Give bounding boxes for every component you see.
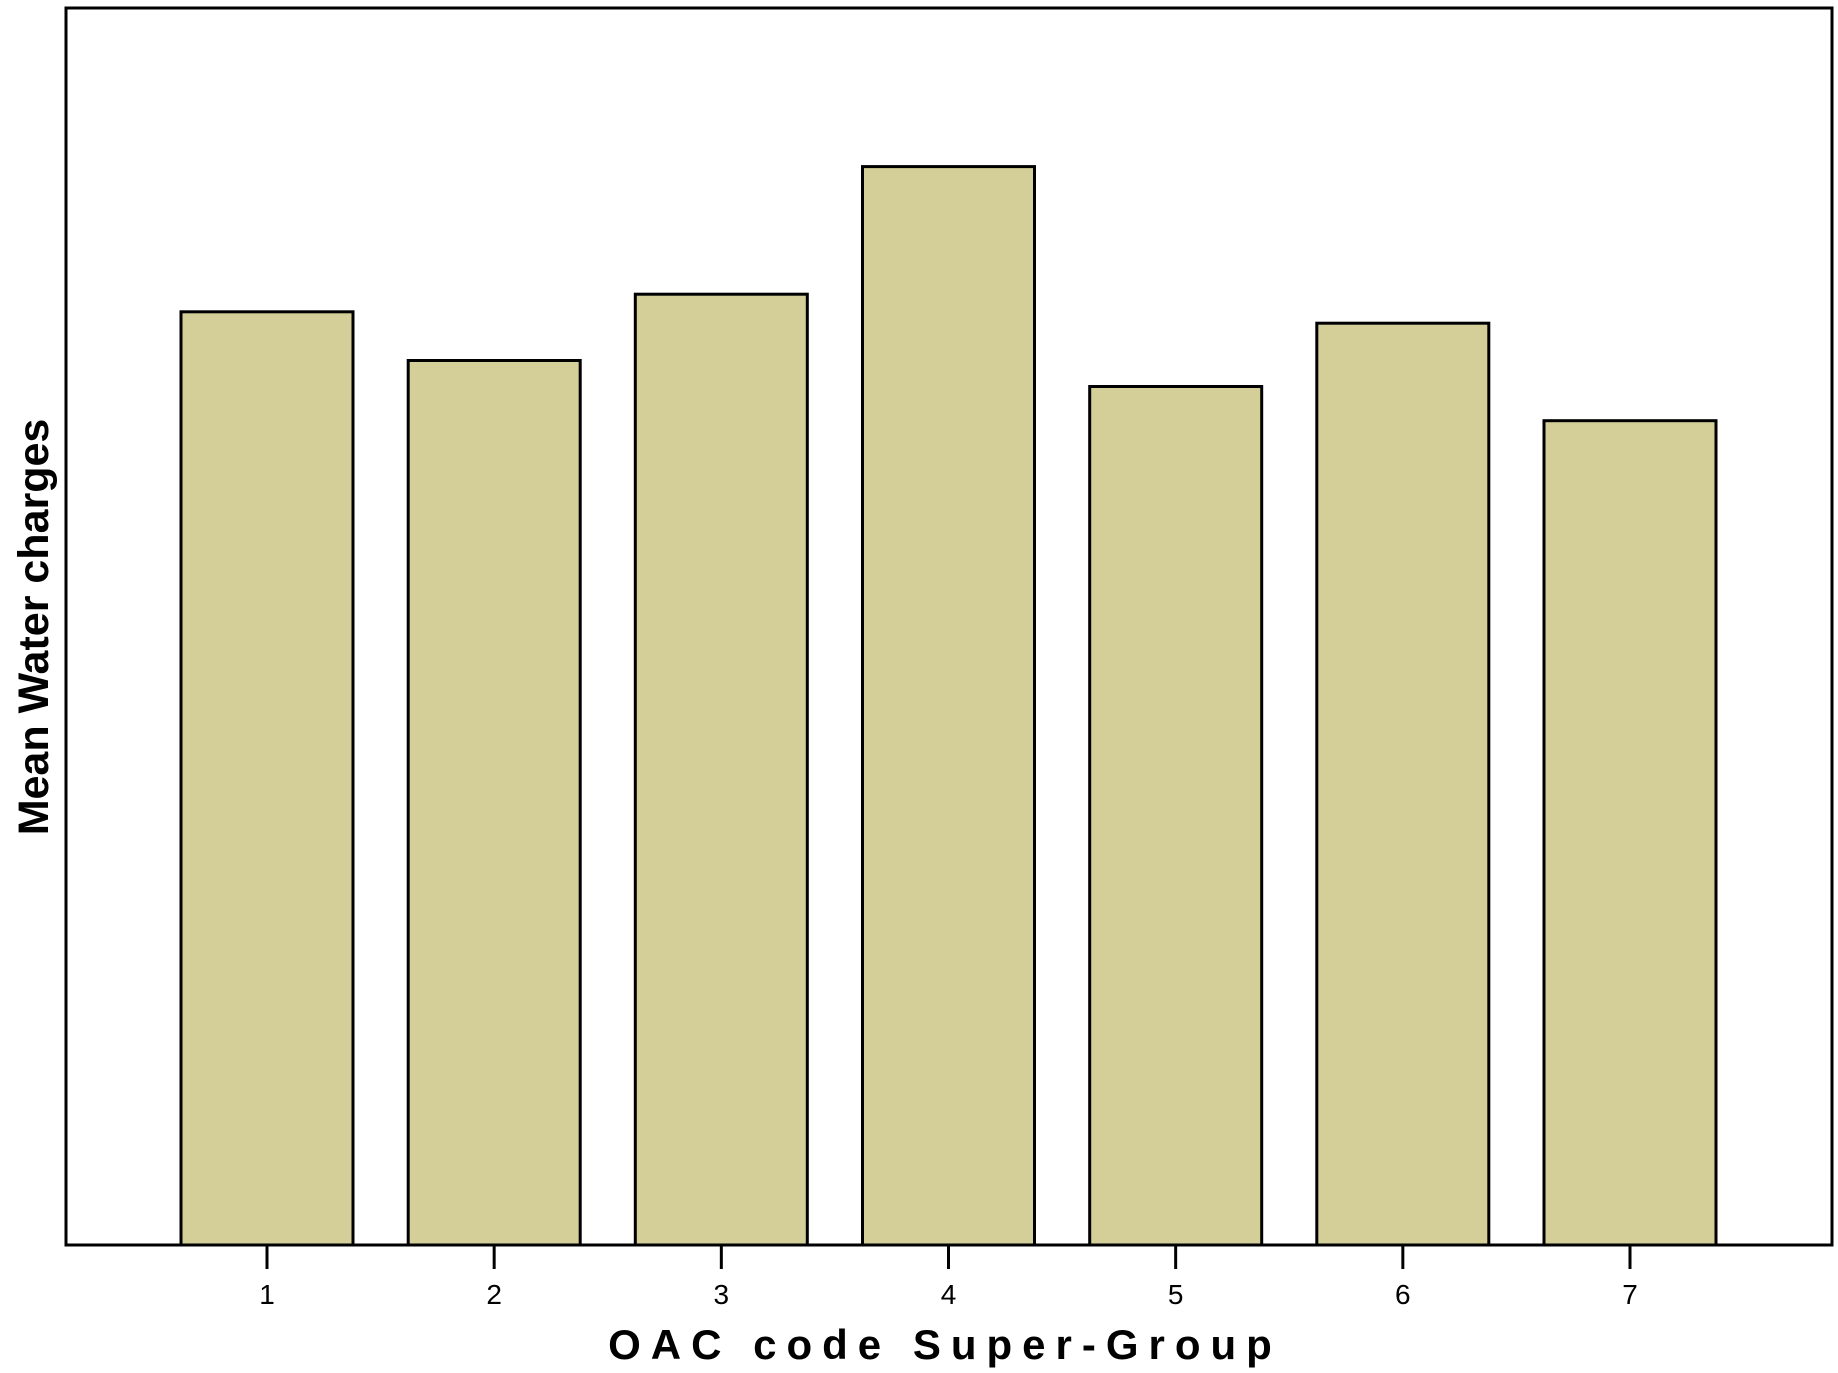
x-tick-label-4: 4 [941,1279,957,1310]
x-tick-label-3: 3 [714,1279,730,1310]
x-tick-label-5: 5 [1168,1279,1184,1310]
bar-4 [861,165,1036,1247]
x-axis-title: OAC code Super-Group [608,1321,1282,1368]
bar-7 [1542,419,1718,1247]
x-tick-label-2: 2 [486,1279,502,1310]
x-tick-label-7: 7 [1622,1279,1638,1310]
bars-group [179,165,1718,1247]
bar-5 [1088,385,1264,1247]
y-axis-title: Mean Water charges [10,419,58,836]
bar-1 [179,310,355,1247]
bar-3 [633,292,809,1247]
x-tick-label-6: 6 [1395,1279,1411,1310]
x-tick-label-1: 1 [259,1279,275,1310]
bar-6 [1315,321,1491,1247]
bar-2 [406,359,582,1247]
x-ticks-group: 1 2 3 4 5 6 7 [259,1245,1638,1310]
